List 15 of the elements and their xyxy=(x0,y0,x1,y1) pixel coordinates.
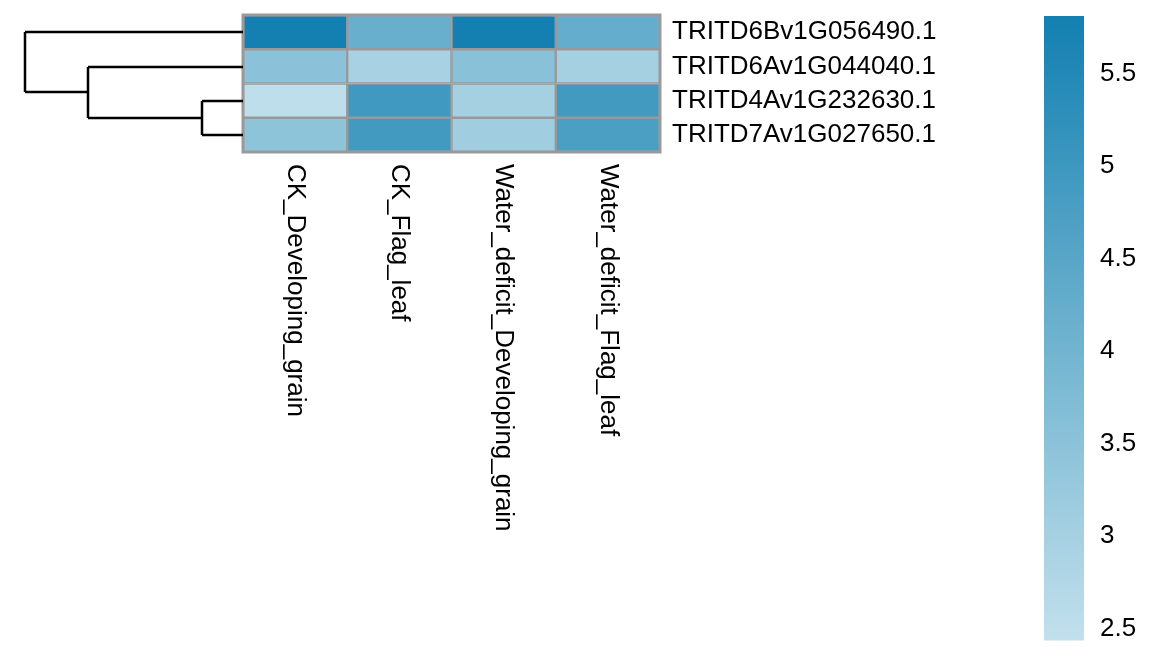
color-bar-label: 3.5 xyxy=(1100,426,1137,457)
color-bar-label: 4.5 xyxy=(1100,241,1137,272)
x-tick-label: Water_deficit_Flag_leaf xyxy=(594,164,625,437)
color-bar-label: 2.5 xyxy=(1100,612,1137,643)
y-tick-label: TRITD4Av1G232630.1 xyxy=(672,83,936,114)
y-tick-label: TRITD6Av1G044040.1 xyxy=(672,49,936,80)
x-tick-label: Water_deficit_Developing_grain xyxy=(490,164,521,532)
y-tick-label: TRITD7Av1G027650.1 xyxy=(672,118,936,149)
color-bar-label: 4 xyxy=(1100,334,1115,365)
y-tick-label: TRITD6Bv1G056490.1 xyxy=(672,15,937,46)
x-tick-label: CK_Developing_grain xyxy=(281,164,312,417)
color-bar-label: 5.5 xyxy=(1100,56,1137,87)
x-tick-label: CK_Flag_leaf xyxy=(386,164,417,323)
color-bar-label: 5 xyxy=(1100,149,1115,180)
color-bar-label: 3 xyxy=(1100,519,1115,550)
